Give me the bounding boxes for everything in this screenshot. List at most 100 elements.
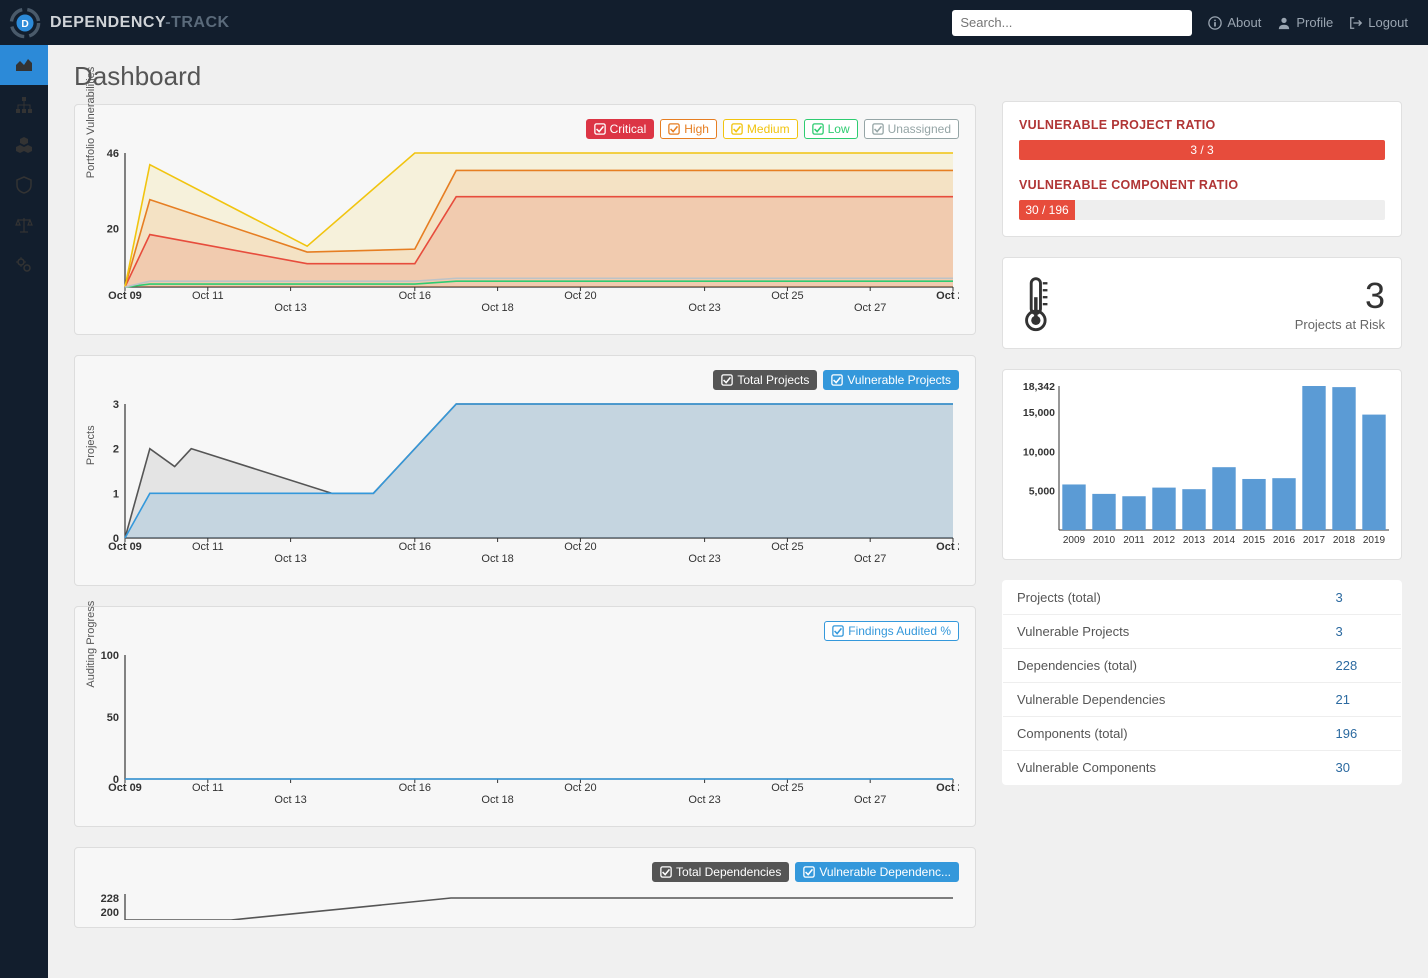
stats-key: Dependencies (total): [1003, 649, 1322, 683]
legend-findings-audited-[interactable]: Findings Audited %: [824, 621, 959, 641]
svg-text:18,342: 18,342: [1023, 381, 1055, 393]
svg-text:Oct 25: Oct 25: [771, 541, 803, 553]
svg-text:2017: 2017: [1303, 535, 1326, 546]
chart2-svg: 0123Oct 09Oct 11Oct 13Oct 16Oct 18Oct 20…: [91, 398, 959, 568]
stats-key: Vulnerable Dependencies: [1003, 683, 1322, 717]
svg-text:200: 200: [101, 907, 119, 919]
svg-text:Oct 23: Oct 23: [688, 302, 720, 314]
svg-text:2015: 2015: [1243, 535, 1266, 546]
svg-text:Oct 20: Oct 20: [564, 541, 596, 553]
svg-text:Oct 29: Oct 29: [936, 541, 959, 553]
legend-medium[interactable]: Medium: [723, 119, 798, 139]
component-ratio-title: VULNERABLE COMPONENT RATIO: [1019, 178, 1385, 192]
ratio-panel: VULNERABLE PROJECT RATIO 3 / 3 VULNERABL…: [1002, 101, 1402, 237]
svg-text:100: 100: [101, 650, 119, 662]
stats-row: Vulnerable Dependencies21: [1003, 683, 1402, 717]
stats-val: 196: [1322, 717, 1402, 751]
svg-text:3: 3: [113, 399, 119, 411]
sidebar-item-licenses[interactable]: [0, 205, 48, 245]
svg-text:2012: 2012: [1153, 535, 1176, 546]
svg-text:5,000: 5,000: [1029, 486, 1055, 498]
legend-total-projects[interactable]: Total Projects: [713, 370, 817, 390]
svg-text:15,000: 15,000: [1023, 407, 1055, 419]
legend-unassigned[interactable]: Unassigned: [864, 119, 959, 139]
legend-high[interactable]: High: [660, 119, 717, 139]
stats-val: 3: [1322, 581, 1402, 615]
svg-text:20: 20: [107, 224, 119, 236]
sitemap-icon: [14, 95, 34, 115]
svg-text:2018: 2018: [1333, 535, 1356, 546]
stats-val: 228: [1322, 649, 1402, 683]
legend-vulnerable-projects[interactable]: Vulnerable Projects: [823, 370, 959, 390]
stats-row: Dependencies (total)228: [1003, 649, 1402, 683]
component-ratio-bar: 30 / 196: [1019, 200, 1385, 220]
legend-low[interactable]: Low: [804, 119, 858, 139]
chart-area-icon: [14, 55, 34, 75]
shield-icon: [14, 175, 34, 195]
stats-key: Vulnerable Projects: [1003, 615, 1322, 649]
stats-row: Vulnerable Projects3: [1003, 615, 1402, 649]
chart4-svg: 228200: [91, 890, 959, 920]
profile-link[interactable]: Profile: [1277, 15, 1333, 30]
svg-text:50: 50: [107, 712, 119, 724]
sidebar-item-vulnerabilities[interactable]: [0, 165, 48, 205]
svg-text:2009: 2009: [1063, 535, 1086, 546]
svg-text:228: 228: [101, 893, 119, 905]
svg-text:Oct 09: Oct 09: [108, 782, 142, 794]
stats-row: Vulnerable Components30: [1003, 751, 1402, 785]
legend-total-dependencies[interactable]: Total Dependencies: [652, 862, 789, 882]
svg-text:Oct 09: Oct 09: [108, 541, 142, 553]
svg-text:Oct 27: Oct 27: [854, 794, 886, 806]
about-link[interactable]: About: [1208, 15, 1261, 30]
sidebar: [0, 45, 48, 978]
stats-val: 21: [1322, 683, 1402, 717]
svg-text:1: 1: [113, 488, 119, 500]
svg-text:Oct 16: Oct 16: [399, 782, 431, 794]
legend-vulnerable-dependenc-[interactable]: Vulnerable Dependenc...: [795, 862, 959, 882]
risk-panel: 3 Projects at Risk: [1002, 257, 1402, 349]
project-ratio-bar: 3 / 3: [1019, 140, 1385, 160]
logo[interactable]: D DEPENDENCY-TRACK: [8, 6, 230, 40]
svg-text:Oct 16: Oct 16: [399, 290, 431, 302]
risk-number: 3: [1295, 275, 1385, 317]
svg-text:Oct 18: Oct 18: [481, 794, 513, 806]
svg-text:Oct 11: Oct 11: [192, 290, 224, 302]
thermometer-icon: [1019, 274, 1055, 332]
chart-vulnerabilities: CriticalHighMediumLowUnassigned Portfoli…: [74, 104, 976, 335]
svg-text:2016: 2016: [1273, 535, 1296, 546]
svg-text:46: 46: [107, 148, 119, 160]
topbar: D DEPENDENCY-TRACK About Profile Logout: [0, 0, 1428, 45]
svg-text:Oct 27: Oct 27: [854, 553, 886, 565]
sidebar-item-admin[interactable]: [0, 245, 48, 285]
stats-row: Components (total)196: [1003, 717, 1402, 751]
logout-link[interactable]: Logout: [1349, 15, 1408, 30]
svg-text:Oct 25: Oct 25: [771, 782, 803, 794]
svg-text:Oct 11: Oct 11: [192, 541, 224, 553]
svg-text:2010: 2010: [1093, 535, 1116, 546]
stats-key: Components (total): [1003, 717, 1322, 751]
search-input[interactable]: [952, 10, 1192, 36]
chart3-ylabel: Auditing Progress: [85, 600, 97, 687]
info-icon: [1208, 16, 1222, 30]
legend-critical[interactable]: Critical: [586, 119, 655, 139]
chart3-svg: 050100Oct 09Oct 11Oct 13Oct 16Oct 18Oct …: [91, 649, 959, 809]
svg-text:Oct 25: Oct 25: [771, 290, 803, 302]
risk-label: Projects at Risk: [1295, 317, 1385, 332]
svg-text:D: D: [21, 19, 28, 30]
chart1-svg: 2046Oct 09Oct 11Oct 13Oct 16Oct 18Oct 20…: [91, 147, 959, 317]
svg-text:2019: 2019: [1363, 535, 1386, 546]
svg-text:Oct 23: Oct 23: [688, 794, 720, 806]
project-ratio-title: VULNERABLE PROJECT RATIO: [1019, 118, 1385, 132]
year-bar-svg: 5,00010,00015,00018,34220092010201120122…: [1011, 380, 1393, 550]
balance-icon: [14, 215, 34, 235]
sidebar-item-dashboard[interactable]: [0, 45, 48, 85]
svg-text:2011: 2011: [1123, 535, 1145, 546]
chart-auditing: Findings Audited % Auditing Progress 050…: [74, 606, 976, 827]
page-title: Dashboard: [74, 61, 976, 92]
chart1-ylabel: Portfolio Vulnerabilities: [85, 66, 97, 177]
svg-text:Oct 27: Oct 27: [854, 302, 886, 314]
svg-text:Oct 23: Oct 23: [688, 553, 720, 565]
sidebar-item-projects[interactable]: [0, 85, 48, 125]
sidebar-item-components[interactable]: [0, 125, 48, 165]
logout-icon: [1349, 16, 1363, 30]
